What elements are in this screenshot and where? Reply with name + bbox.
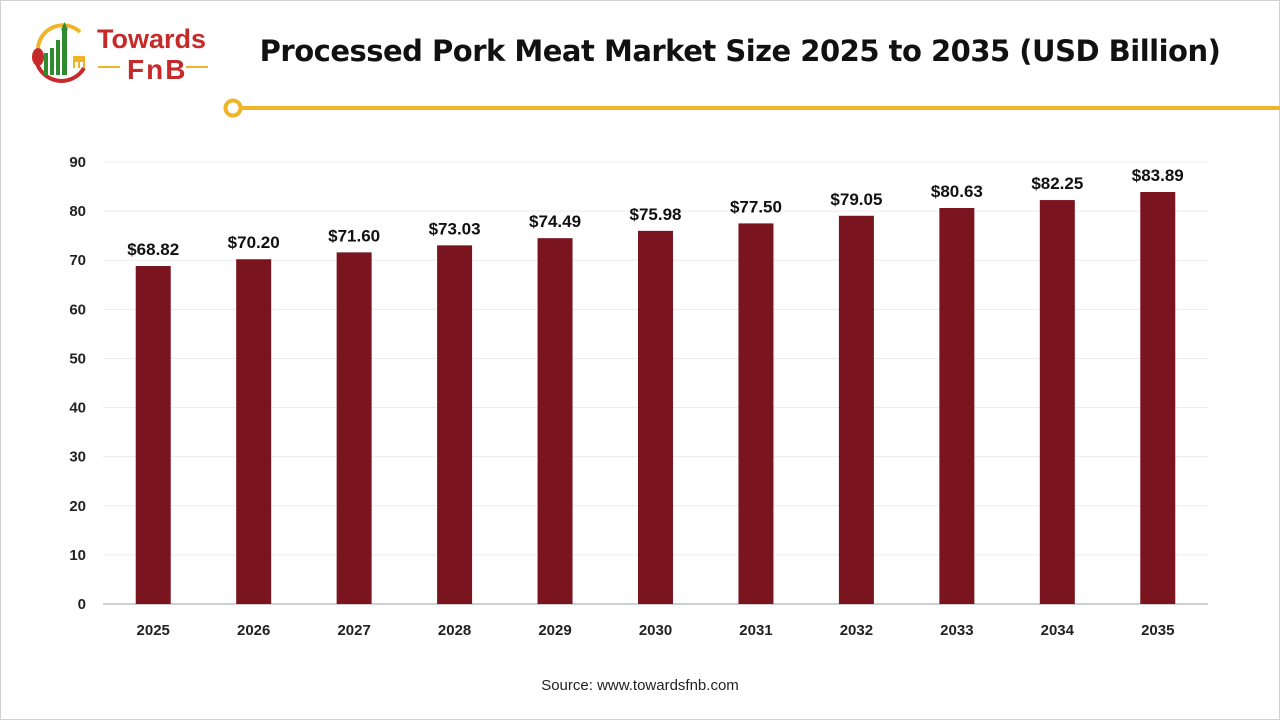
x-tick-label: 2028 [438, 622, 471, 639]
data-label: $79.05 [830, 190, 882, 209]
bar [1039, 200, 1075, 605]
data-label: $74.49 [529, 212, 581, 231]
y-tick-label: 90 [69, 154, 86, 171]
data-label: $71.60 [328, 226, 380, 245]
y-tick-label: 20 [69, 498, 86, 515]
bar [236, 259, 272, 604]
brand-name-line1: Towards [97, 24, 207, 54]
x-tick-label: 2027 [337, 622, 370, 639]
bar [437, 245, 473, 604]
x-tick-label: 2026 [237, 622, 270, 639]
bar [537, 238, 573, 604]
y-tick-label: 0 [78, 596, 86, 613]
data-label: $70.20 [228, 233, 280, 252]
x-tick-label: 2034 [1041, 622, 1075, 639]
data-label: $83.89 [1132, 166, 1184, 185]
data-label: $77.50 [730, 197, 782, 216]
x-tick-label: 2025 [137, 622, 170, 639]
bar [939, 208, 975, 605]
y-tick-label: 50 [69, 350, 86, 367]
y-tick-label: 60 [69, 301, 86, 318]
x-tick-label: 2035 [1141, 622, 1174, 639]
data-label: $73.03 [429, 219, 481, 238]
y-tick-label: 10 [69, 547, 86, 564]
brand-name-line2: FnB [127, 54, 188, 85]
bar [638, 230, 673, 605]
bar [135, 266, 171, 604]
y-tick-label: 30 [69, 449, 86, 466]
y-tick-label: 80 [69, 203, 86, 220]
x-tick-label: 2032 [840, 622, 873, 639]
x-tick-label: 2031 [739, 622, 772, 639]
data-label: $68.82 [127, 240, 179, 259]
bar [1140, 192, 1176, 604]
chart-title: Processed Pork Meat Market Size 2025 to … [259, 34, 1221, 68]
data-label: $75.98 [630, 205, 682, 224]
bar [838, 215, 874, 604]
brand-underline-icon [98, 66, 208, 68]
x-tick-label: 2029 [538, 622, 571, 639]
bar [336, 252, 372, 604]
towards-fnb-logo-icon [32, 22, 86, 83]
data-label: $80.63 [931, 182, 983, 201]
source-note: Source: www.towardsfnb.com [541, 677, 739, 694]
x-tick-label: 2030 [639, 622, 672, 639]
bar [738, 223, 774, 604]
title-accent-line-icon [223, 98, 1280, 118]
x-tick-label: 2033 [940, 622, 973, 639]
y-tick-label: 40 [69, 400, 86, 417]
y-tick-label: 70 [69, 252, 86, 269]
data-label: $82.25 [1031, 174, 1083, 193]
